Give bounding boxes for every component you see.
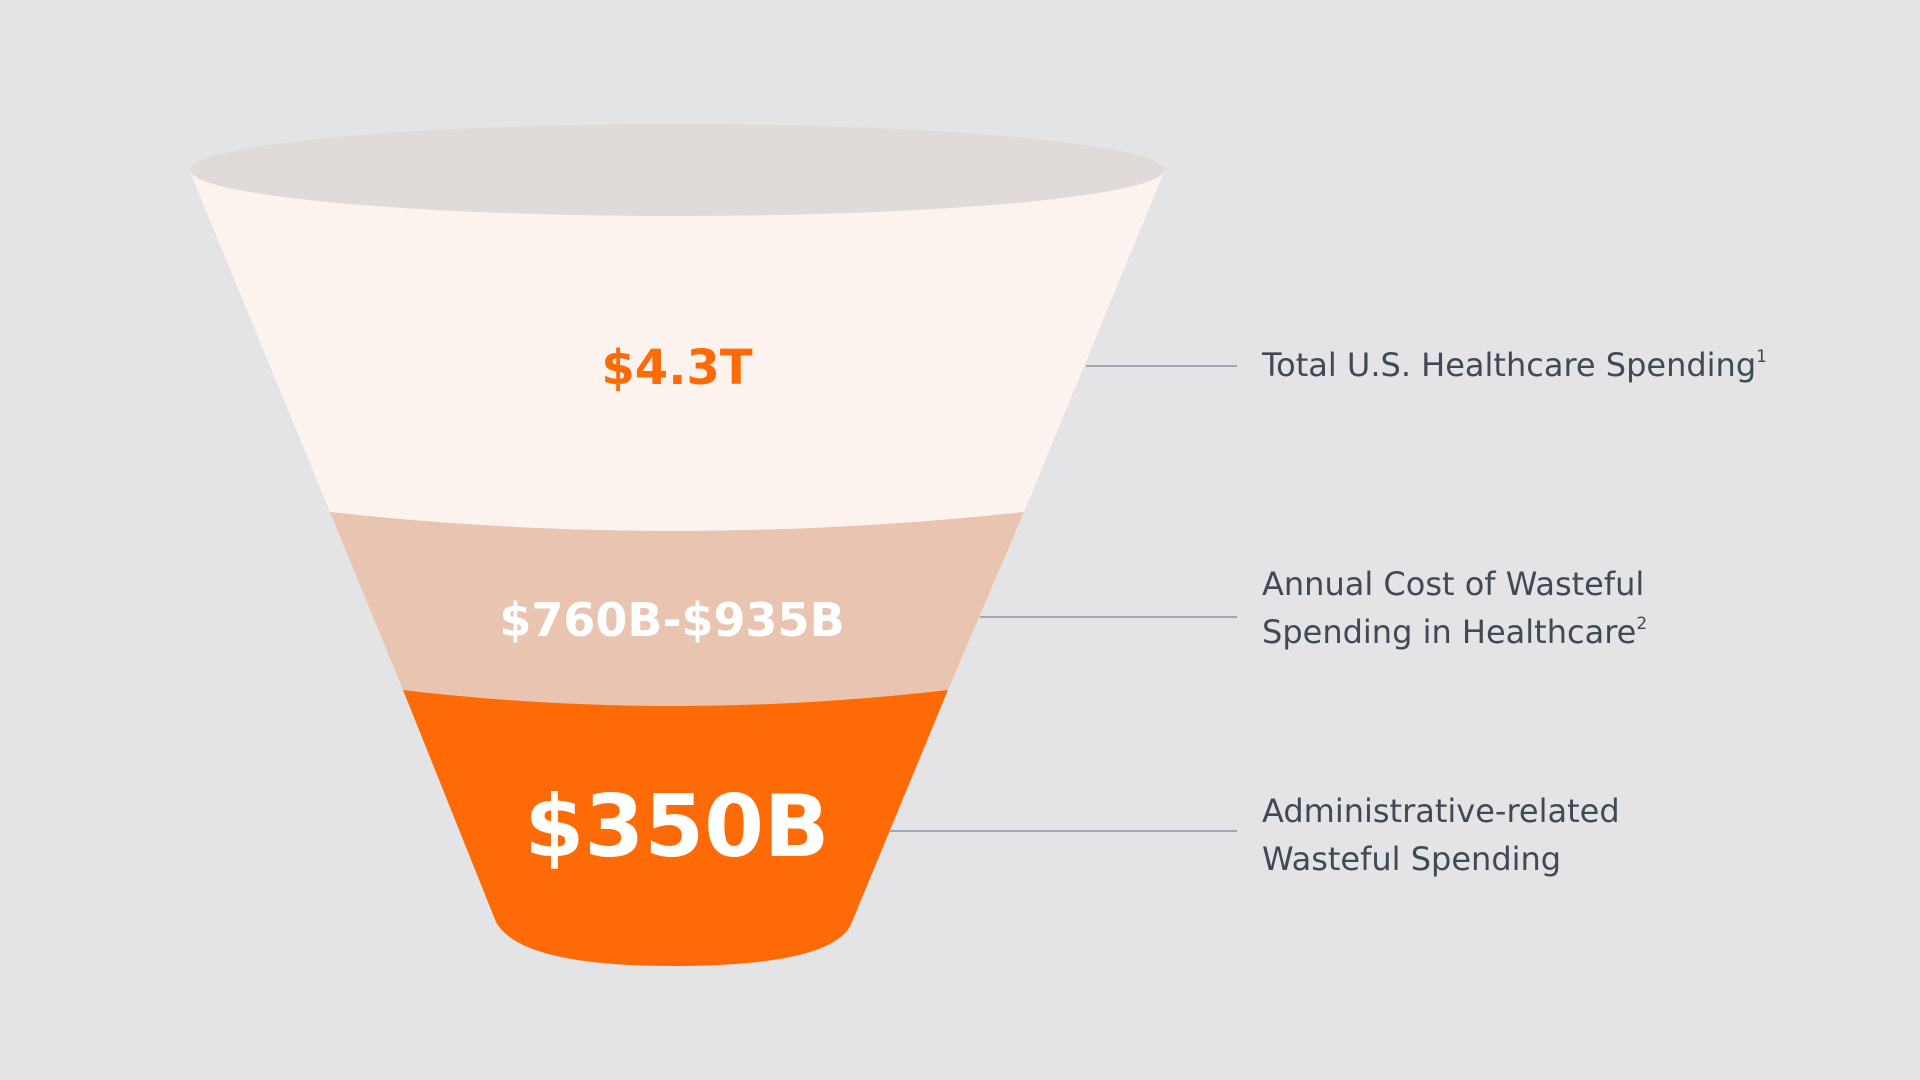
- funnel-stage-3-shape: [403, 690, 948, 966]
- stage-1-value: $4.3T: [601, 340, 752, 396]
- stage-2-label-line-1: Annual Cost of Wasteful: [1262, 565, 1644, 603]
- stage-2-label: Annual Cost of Wasteful Spending in Heal…: [1262, 565, 1654, 651]
- stage-3-label-line-2: Wasteful Spending: [1262, 840, 1561, 878]
- stage-3-label-line-1: Administrative-related: [1262, 792, 1620, 830]
- stage-1-label-line-1: Total U.S. Healthcare Spending: [1261, 346, 1756, 384]
- stage-1-label: Total U.S. Healthcare Spending1: [1261, 346, 1767, 384]
- funnel-stage-1-shape: [190, 172, 1164, 531]
- stage-1-footnote: 1: [1756, 347, 1767, 367]
- stage-3-label: Administrative-related Wasteful Spending: [1262, 792, 1630, 878]
- funnel-stage-2-shape: [330, 512, 1024, 706]
- funnel-rim: [190, 124, 1164, 216]
- stage-3-value: $350B: [525, 777, 830, 877]
- stage-2-value: $760B-$935B: [499, 593, 844, 647]
- stage-2-label-line-2: Spending in Healthcare: [1262, 613, 1636, 651]
- stage-2-footnote: 2: [1636, 614, 1647, 634]
